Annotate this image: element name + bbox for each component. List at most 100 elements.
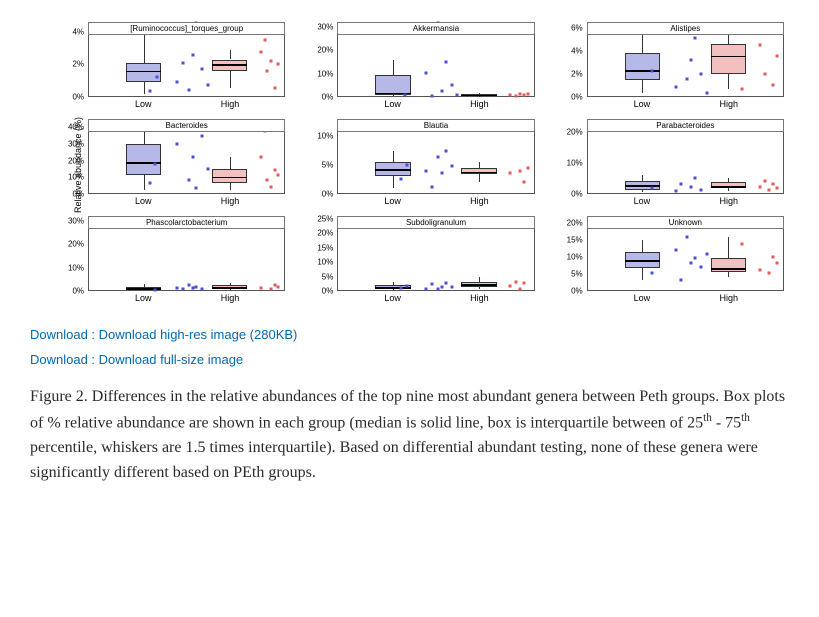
y-tick-label: 20% [567, 218, 583, 227]
data-point [686, 78, 689, 81]
panel-title: Akkermansia [337, 22, 534, 35]
data-point [175, 286, 178, 289]
data-point [148, 182, 151, 185]
data-point [450, 83, 453, 86]
data-point [674, 249, 677, 252]
whisker [393, 176, 394, 188]
data-point [265, 69, 268, 72]
x-axis: LowHigh [88, 99, 285, 115]
data-point [405, 284, 408, 287]
y-tick-label: 5% [322, 272, 334, 281]
panel-title: Subdoligranulum [337, 216, 534, 229]
median-line [461, 284, 496, 286]
data-point [690, 59, 693, 62]
data-point [191, 287, 194, 290]
x-axis: LowHigh [587, 293, 784, 309]
y-axis: 0%10%20%30%40% [48, 119, 86, 194]
panel-title: Unknown [587, 216, 784, 229]
whisker [393, 289, 394, 290]
caption-text: percentile, whiskers are 1.5 times inter… [30, 439, 758, 481]
data-point [680, 182, 683, 185]
whisker [230, 157, 231, 168]
download-highres-link[interactable]: Download : Download high-res image (280K… [30, 327, 790, 342]
data-point [758, 185, 761, 188]
panel-title: [Ruminococcus]_torques_group [88, 22, 285, 35]
data-point [187, 179, 190, 182]
caption-text: - 75 [712, 414, 741, 431]
data-point [259, 286, 262, 289]
x-tick-label: Low [135, 99, 152, 109]
y-tick-label: 0% [72, 93, 84, 102]
box [711, 44, 746, 73]
data-point [269, 185, 272, 188]
chart-panel: Unknown0%5%10%15%20%LowHigh [547, 214, 790, 309]
data-point [694, 176, 697, 179]
data-point [518, 169, 521, 172]
data-point [740, 242, 743, 245]
data-point [195, 187, 198, 190]
data-point [764, 179, 767, 182]
data-point [768, 188, 771, 191]
x-tick-label: Low [384, 196, 401, 206]
x-tick-label: High [719, 196, 738, 206]
x-axis: LowHigh [587, 99, 784, 115]
x-tick-label: Low [634, 196, 651, 206]
data-point [181, 287, 184, 290]
y-tick-label: 2% [72, 60, 84, 69]
data-point [699, 265, 702, 268]
y-tick-label: 5% [322, 161, 334, 170]
data-point [686, 235, 689, 238]
data-point [699, 188, 702, 191]
y-tick-label: 0% [571, 287, 583, 296]
whisker [393, 95, 394, 96]
median-line [212, 64, 247, 66]
x-tick-label: Low [634, 99, 651, 109]
y-axis: 0%2%4%6% [547, 22, 585, 97]
median-line [212, 287, 247, 289]
data-point [694, 257, 697, 260]
y-tick-label: 0% [571, 190, 583, 199]
data-point [764, 72, 767, 75]
median-line [711, 268, 746, 270]
data-point [651, 272, 654, 275]
download-fullsize-link[interactable]: Download : Download full-size image [30, 352, 790, 367]
y-tick-label: 20% [317, 46, 333, 55]
chart-panel: Akkermansia0%10%20%30%LowHigh [297, 20, 540, 115]
data-point [201, 135, 204, 138]
data-point [436, 155, 439, 158]
data-point [651, 70, 654, 73]
data-point [651, 187, 654, 190]
data-point [772, 83, 775, 86]
chart-panel: Alistipes0%2%4%6%LowHigh [547, 20, 790, 115]
data-point [440, 286, 443, 289]
y-tick-label: 10% [68, 173, 84, 182]
data-point [273, 169, 276, 172]
chart-panel: Parabacteroides0%10%20%LowHigh [547, 117, 790, 212]
data-point [518, 92, 521, 95]
data-point [694, 36, 697, 39]
data-point [175, 143, 178, 146]
median-line [461, 172, 496, 174]
median-line [711, 186, 746, 188]
data-point [263, 39, 266, 42]
data-point [431, 283, 434, 286]
data-point [740, 88, 743, 91]
whisker [642, 240, 643, 252]
data-point [526, 166, 529, 169]
y-tick-label: 30% [68, 140, 84, 149]
whisker [728, 74, 729, 90]
caption-text: Figure 2. Differences in the relative ab… [30, 388, 785, 431]
data-point [436, 287, 439, 290]
data-point [772, 255, 775, 258]
data-point [273, 87, 276, 90]
data-point [440, 90, 443, 93]
data-point [187, 284, 190, 287]
data-point [269, 60, 272, 63]
download-links: Download : Download high-res image (280K… [30, 327, 790, 367]
figure-container: Relative abundance (%) [Ruminococcus]_to… [30, 20, 790, 486]
data-point [690, 262, 693, 265]
x-tick-label: Low [384, 99, 401, 109]
median-line [625, 260, 660, 262]
y-tick-label: 10% [317, 132, 333, 141]
x-tick-label: Low [135, 293, 152, 303]
